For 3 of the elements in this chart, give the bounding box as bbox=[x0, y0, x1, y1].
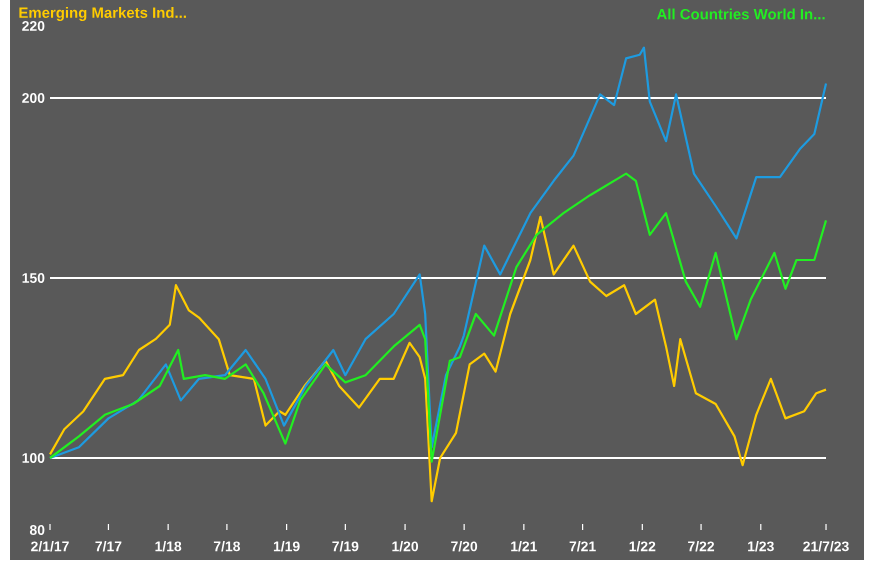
line-series bbox=[48, 172, 828, 463]
line-series bbox=[48, 215, 828, 503]
line-series bbox=[48, 46, 828, 460]
